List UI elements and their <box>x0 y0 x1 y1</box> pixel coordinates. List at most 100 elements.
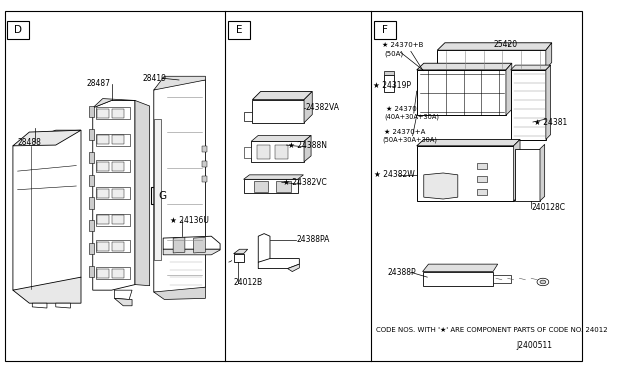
Text: (40A+30A+30A): (40A+30A+30A) <box>385 113 440 120</box>
Polygon shape <box>304 135 311 162</box>
Polygon shape <box>506 63 512 115</box>
Polygon shape <box>202 176 207 182</box>
Circle shape <box>540 280 546 284</box>
Text: ★ 24319P: ★ 24319P <box>373 81 412 90</box>
Polygon shape <box>89 266 94 277</box>
Polygon shape <box>154 80 205 295</box>
Bar <box>97 215 109 224</box>
Polygon shape <box>546 43 552 69</box>
Text: 28488: 28488 <box>18 138 42 147</box>
Text: G: G <box>158 191 166 201</box>
Polygon shape <box>513 140 520 201</box>
Text: ★ 24381: ★ 24381 <box>534 118 568 126</box>
Bar <box>112 269 124 278</box>
Polygon shape <box>173 237 185 253</box>
Polygon shape <box>89 243 94 254</box>
Bar <box>112 215 124 224</box>
Bar <box>97 242 109 251</box>
Polygon shape <box>202 146 207 152</box>
Text: 25420: 25420 <box>493 40 517 49</box>
Polygon shape <box>417 146 513 201</box>
Text: CODE NOS. WITH '★' ARE COMPONENT PARTS OF CODE NO. 24012: CODE NOS. WITH '★' ARE COMPONENT PARTS O… <box>376 327 607 333</box>
Bar <box>7 21 29 39</box>
Text: 28487: 28487 <box>87 79 111 88</box>
Polygon shape <box>493 275 511 283</box>
Polygon shape <box>93 99 135 108</box>
Polygon shape <box>437 50 546 69</box>
Polygon shape <box>304 92 312 123</box>
Bar <box>112 135 124 144</box>
Polygon shape <box>511 65 550 70</box>
Polygon shape <box>89 198 94 209</box>
Polygon shape <box>252 135 311 141</box>
Text: 24012B: 24012B <box>234 278 263 287</box>
Polygon shape <box>511 70 546 140</box>
Bar <box>95 187 130 199</box>
Text: (50A+30A+30A): (50A+30A+30A) <box>383 136 438 143</box>
Bar <box>374 21 396 39</box>
Text: 240128C: 240128C <box>531 203 565 212</box>
Bar <box>112 242 124 251</box>
Polygon shape <box>417 63 512 70</box>
Polygon shape <box>259 259 300 269</box>
Polygon shape <box>422 264 498 272</box>
Bar <box>95 267 130 279</box>
Bar <box>112 189 124 198</box>
Bar <box>152 187 173 204</box>
Text: D: D <box>14 25 22 35</box>
Bar <box>97 135 109 144</box>
Polygon shape <box>89 220 94 231</box>
Text: 24388PA: 24388PA <box>296 235 330 244</box>
Polygon shape <box>234 249 248 254</box>
Polygon shape <box>163 249 220 255</box>
Polygon shape <box>259 234 270 262</box>
Bar <box>95 240 130 252</box>
Bar <box>95 107 130 119</box>
Circle shape <box>537 278 548 286</box>
Polygon shape <box>254 181 268 192</box>
Polygon shape <box>546 65 550 140</box>
Polygon shape <box>424 173 458 199</box>
Polygon shape <box>89 106 94 117</box>
Bar <box>257 145 270 159</box>
Bar <box>97 109 109 118</box>
Polygon shape <box>417 70 506 115</box>
Polygon shape <box>244 147 252 158</box>
Polygon shape <box>252 100 304 123</box>
Polygon shape <box>385 71 394 75</box>
Polygon shape <box>13 277 81 303</box>
Polygon shape <box>244 179 298 193</box>
Text: E: E <box>236 25 242 35</box>
Bar <box>477 176 487 182</box>
Polygon shape <box>135 100 150 286</box>
Bar <box>95 134 130 146</box>
Text: ★ 24370+A: ★ 24370+A <box>385 129 426 135</box>
Polygon shape <box>154 119 161 260</box>
Polygon shape <box>515 149 540 201</box>
Polygon shape <box>447 71 458 86</box>
Bar <box>97 162 109 171</box>
Text: ★ 24382W: ★ 24382W <box>374 170 415 179</box>
Bar <box>228 21 250 39</box>
Polygon shape <box>287 264 300 272</box>
Polygon shape <box>89 129 94 140</box>
Bar <box>112 162 124 171</box>
Bar <box>95 160 130 172</box>
Bar <box>477 163 487 169</box>
Text: J2400511: J2400511 <box>516 341 552 350</box>
Bar <box>112 109 124 118</box>
Polygon shape <box>252 141 304 162</box>
Text: 28419: 28419 <box>142 74 166 83</box>
Text: ★ 24136U: ★ 24136U <box>170 216 209 225</box>
Polygon shape <box>115 298 132 306</box>
Text: ★ 24370: ★ 24370 <box>386 106 417 112</box>
Polygon shape <box>385 75 394 92</box>
Polygon shape <box>89 152 94 163</box>
Polygon shape <box>244 112 252 121</box>
Bar <box>95 214 130 226</box>
Bar <box>275 145 287 159</box>
Polygon shape <box>433 71 444 86</box>
Polygon shape <box>13 130 81 146</box>
Polygon shape <box>163 236 220 249</box>
Polygon shape <box>115 290 132 299</box>
